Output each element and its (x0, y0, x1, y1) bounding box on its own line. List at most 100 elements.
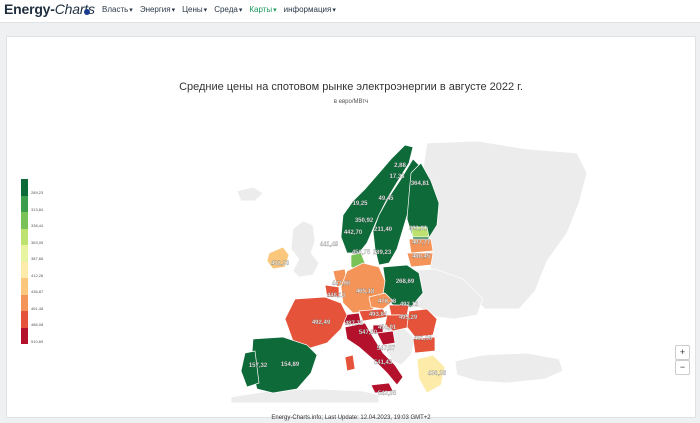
map-land (230, 140, 588, 403)
region-value-label: 350,92 (355, 218, 374, 224)
region-fr (284, 296, 348, 350)
land-uk (290, 220, 320, 278)
region-be (324, 284, 340, 298)
region-value-label: 487,72 (345, 321, 364, 327)
legend-swatch (21, 245, 28, 262)
region-value-label: 493,84 (369, 312, 388, 318)
region-hr (376, 330, 396, 346)
region-value-label: 361,81 (409, 226, 428, 232)
region-fi (406, 162, 440, 242)
region-value-label: 547,57 (377, 346, 396, 352)
legend-swatch (21, 327, 28, 344)
region-value-label: 541,43 (374, 360, 393, 366)
region-value-label: 447,06 (332, 281, 351, 287)
region-value-label: 495,29 (399, 315, 418, 321)
region-value-label: 494,01 (378, 325, 397, 331)
legend-label: 338,44 (31, 223, 44, 228)
legend-label: 289,23 (31, 190, 44, 195)
region-value-label: 364,81 (411, 181, 430, 187)
region-lv (408, 238, 434, 254)
legend-swatch (21, 195, 28, 212)
legend-swatch (21, 212, 28, 229)
nav-item-environment[interactable]: Среда ▾ (214, 5, 243, 14)
land-north-africa (230, 388, 380, 403)
map-card: Средние цены на спотовом рынке электроэн… (6, 36, 696, 421)
energy-charts-logo[interactable]: Energy-Charts (4, 1, 95, 17)
nav-item-power[interactable]: Власть ▾ (102, 5, 133, 14)
region-value-label: 17,33 (389, 174, 405, 180)
chevron-down-icon: ▾ (171, 6, 176, 14)
chevron-down-icon: ▾ (238, 6, 243, 14)
region-value-label: 476,38 (378, 299, 397, 305)
chevron-down-icon: ▾ (273, 6, 277, 14)
region-ro (406, 308, 438, 338)
region-lt (406, 252, 434, 268)
map-title: Средние цены на спотовом рынке электроэн… (179, 81, 523, 93)
region-no (340, 144, 414, 254)
region-value-label: 491,96 (414, 336, 433, 342)
legend-label: 486,08 (31, 322, 44, 327)
region-value-label: 492,49 (312, 320, 331, 326)
region-cz (368, 292, 394, 310)
region-value-label: 268,69 (396, 279, 415, 285)
chevron-down-icon: ▾ (129, 6, 133, 14)
region-value-label: 543,85 (378, 391, 397, 397)
region-value-label: 211,40 (374, 227, 393, 233)
region-bg (412, 336, 436, 354)
region-value-label: 492,12 (400, 302, 419, 308)
region-value-label: 465,18 (356, 289, 375, 295)
region-value-label: 289,23 (373, 250, 392, 256)
region-it-sicily (370, 382, 394, 394)
top-navigation-bar: Energy-Charts Власть ▾ Энергия ▾ Цены ▾ Сре… (0, 0, 700, 23)
region-pt (240, 350, 260, 388)
region-hu (384, 314, 412, 332)
region-value-label: 157,32 (249, 363, 268, 369)
logo-dot-icon (84, 9, 90, 15)
region-value-label: 432,33 (271, 261, 290, 267)
legend-swatch (21, 294, 28, 311)
region-value-label: 448,13 (327, 293, 346, 299)
region-value-label: 456,75 (352, 250, 371, 256)
region-it (344, 322, 404, 386)
region-value-label: 154,89 (281, 362, 300, 368)
legend-label: 436,87 (31, 289, 44, 294)
region-value-label: 436,38 (428, 371, 447, 377)
legend-label: 387,66 (31, 256, 44, 261)
zoom-out-button[interactable]: − (675, 360, 690, 375)
region-it-sardinia (344, 354, 356, 372)
map-subtitle: в евро/МВтч (333, 99, 369, 105)
legend-swatch (21, 311, 28, 328)
land-iceland (236, 186, 264, 202)
legend-swatch (21, 278, 28, 295)
region-value-label: 547,60 (359, 330, 378, 336)
region-gr (416, 354, 446, 394)
region-value-label: 442,70 (344, 230, 363, 236)
region-ie (266, 246, 290, 270)
nav-item-prices[interactable]: Цены ▾ (182, 5, 208, 14)
nav-item-info[interactable]: информация ▾ (283, 5, 336, 14)
legend-label: 313,84 (31, 206, 44, 212)
legend-swatch (21, 228, 28, 245)
region-value-label: 407,77 (412, 240, 431, 246)
region-value-label: 441,49 (320, 242, 339, 248)
region-value-label: 49,45 (378, 196, 394, 202)
region-value-label: 2,88 (394, 163, 406, 169)
zoom-in-button[interactable]: + (675, 345, 690, 360)
nav-item-maps[interactable]: Карты ▾ (249, 5, 277, 14)
chevron-down-icon: ▾ (203, 6, 208, 14)
legend-label: 363,05 (31, 239, 44, 245)
land-turkey (454, 352, 564, 384)
map-footer: Energy-Charts.info; Last Update: 12.04.2… (271, 415, 431, 421)
nav-item-energy[interactable]: Энергия ▾ (139, 5, 176, 14)
legend-label: 412,26 (31, 272, 44, 278)
legend-swatch (21, 261, 28, 278)
region-se (372, 158, 422, 266)
region-ee (410, 226, 430, 238)
legend-swatch (21, 179, 28, 196)
legend-label: 510,69 (31, 338, 44, 344)
legend-label: 461,48 (31, 305, 44, 311)
region-pl (382, 264, 424, 308)
chevron-down-icon: ▾ (332, 6, 336, 14)
region-value-label: 480,45 (412, 254, 431, 260)
